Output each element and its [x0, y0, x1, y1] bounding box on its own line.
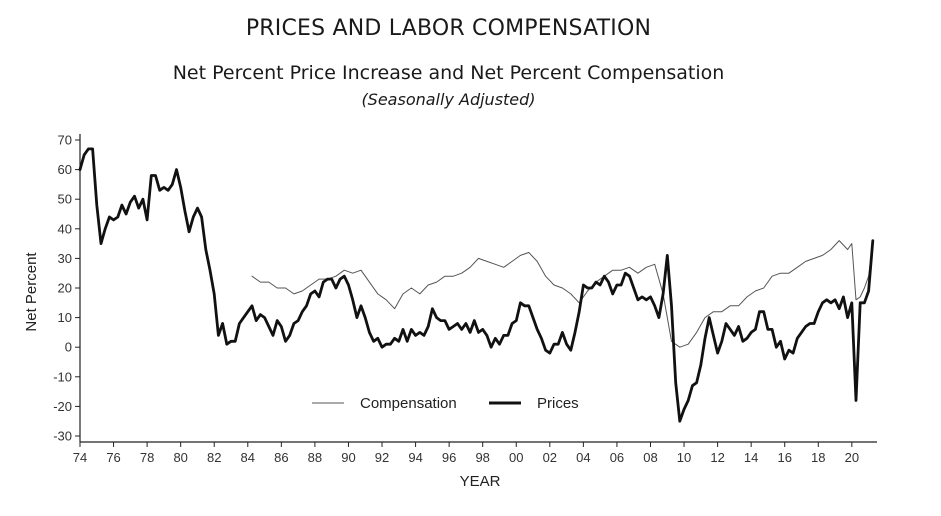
x-tick-label: 88	[308, 450, 322, 465]
legend: Compensation Prices	[312, 395, 579, 412]
x-tick-label: 96	[442, 450, 456, 465]
x-tick-label: 12	[710, 450, 724, 465]
x-tick-label: 80	[173, 450, 187, 465]
y-tick-label: 10	[58, 310, 72, 325]
y-tick-label: 40	[58, 221, 72, 236]
axes	[79, 134, 877, 443]
series-line-prices	[78, 147, 875, 423]
x-tick-label: 10	[677, 450, 691, 465]
y-axis-label: Net Percent	[23, 252, 40, 332]
y-tick-label: 30	[58, 251, 72, 266]
x-tick-label: 76	[106, 450, 120, 465]
x-tick-label: 90	[341, 450, 355, 465]
x-tick-label: 84	[241, 450, 255, 465]
x-tick-label: 00	[509, 450, 523, 465]
x-tick-label: 78	[140, 450, 154, 465]
x-tick-label: 08	[643, 450, 657, 465]
x-tick-label: 82	[207, 450, 221, 465]
x-axis-ticks: 74 76 78 80 82 84 86 88 90 92 94 96 98 00 02 04 06 08 10 12…	[73, 442, 859, 465]
y-axis-ticks: -30 -20 -10 0 10 20 30 40 50 60 70	[53, 133, 80, 444]
x-tick-label: 02	[543, 450, 557, 465]
y-tick-label: -20	[53, 399, 72, 414]
x-tick-label: 94	[408, 450, 422, 465]
y-tick-label: -30	[53, 429, 72, 444]
x-axis-label: YEAR	[460, 473, 501, 490]
legend-label-compensation: Compensation	[360, 395, 457, 412]
x-tick-label: 18	[811, 450, 825, 465]
series-group	[78, 147, 875, 423]
x-tick-label: 16	[777, 450, 791, 465]
y-tick-label: 50	[58, 192, 72, 207]
x-tick-label: 98	[475, 450, 489, 465]
chart-note: (Seasonally Adjusted)	[361, 90, 536, 109]
y-tick-label: 20	[58, 281, 72, 296]
x-tick-label: 06	[610, 450, 624, 465]
y-tick-label: 0	[65, 340, 72, 355]
y-tick-label: -10	[53, 369, 72, 384]
x-tick-label: 92	[375, 450, 389, 465]
x-tick-label: 74	[73, 450, 87, 465]
legend-label-prices: Prices	[537, 395, 579, 412]
chart-title: PRICES AND LABOR COMPENSATION	[245, 16, 652, 41]
y-tick-label: 60	[58, 162, 72, 177]
x-tick-label: 20	[845, 450, 859, 465]
chart-subtitle: Net Percent Price Increase and Net Perce…	[172, 62, 725, 84]
x-tick-label: 86	[274, 450, 288, 465]
y-tick-label: 70	[58, 133, 72, 148]
series-line-compensation	[251, 240, 874, 348]
x-tick-label: 14	[744, 450, 758, 465]
x-tick-label: 04	[576, 450, 590, 465]
